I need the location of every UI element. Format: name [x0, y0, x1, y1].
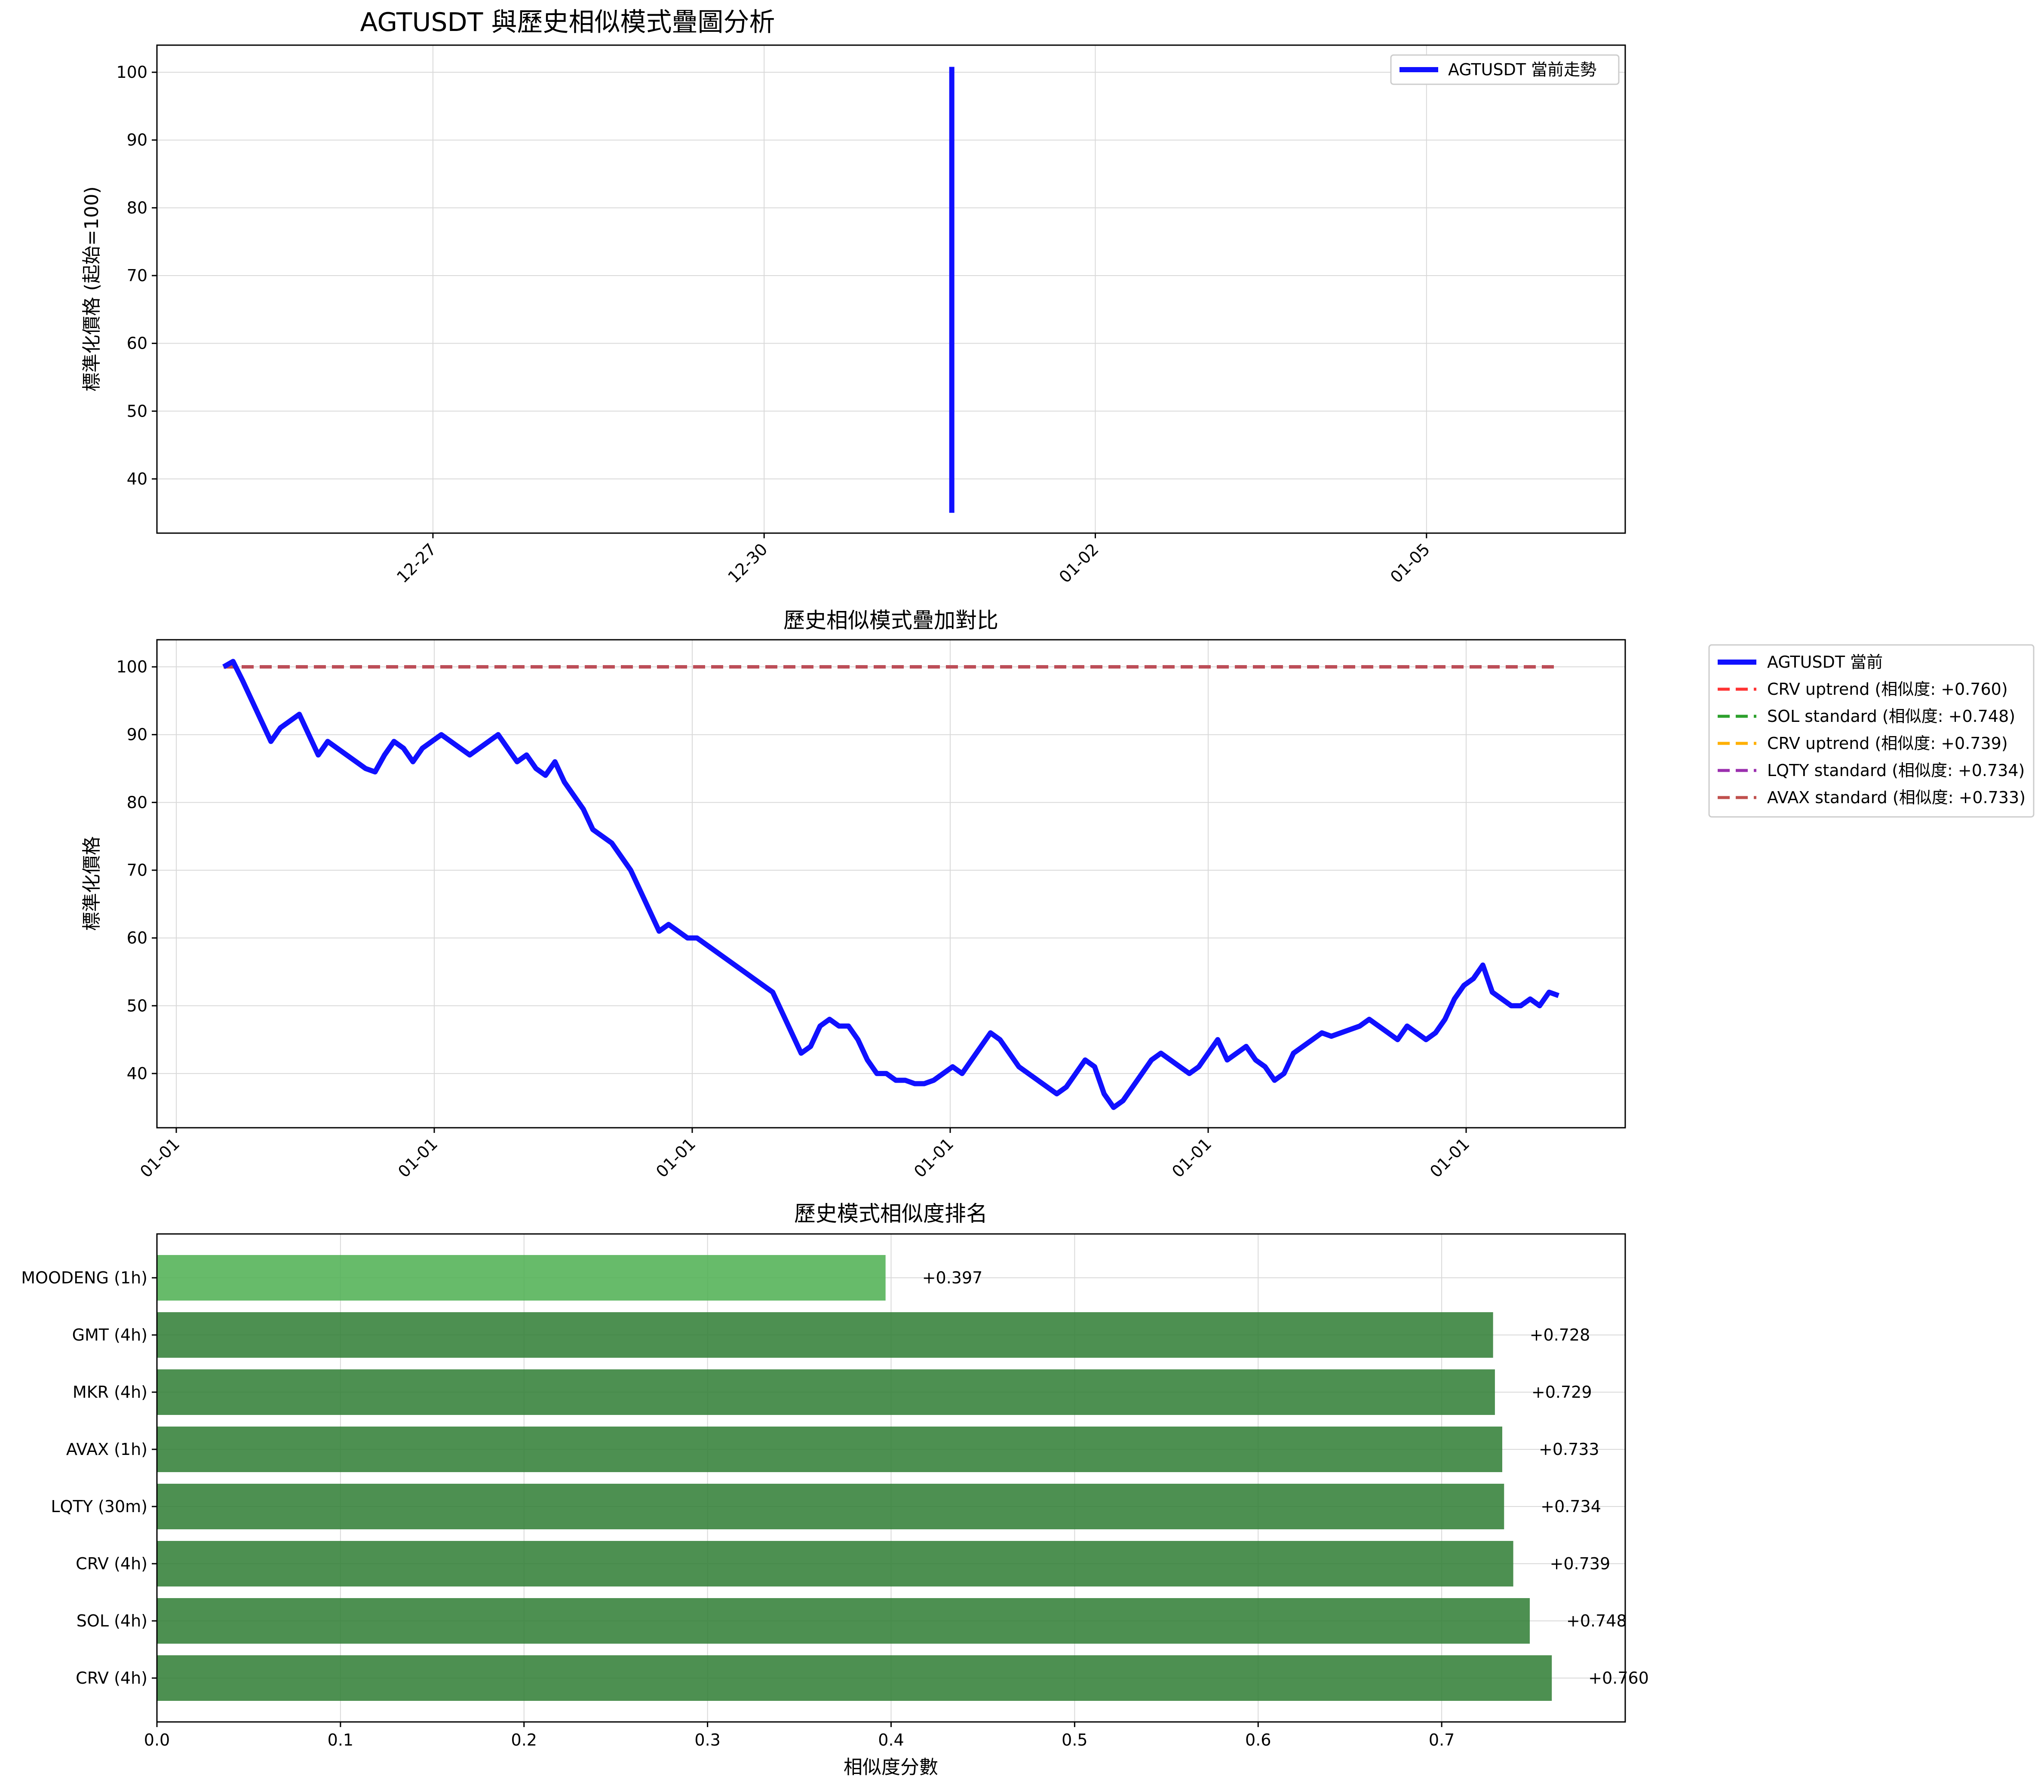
y-tick-label: LQTY (30m)	[51, 1497, 147, 1516]
y-tick-label: 90	[127, 725, 147, 744]
legend-label: AGTUSDT 當前	[1767, 653, 1883, 672]
bar-value-label: +0.729	[1531, 1383, 1592, 1402]
y-tick-label: AVAX (1h)	[66, 1440, 147, 1459]
y-tick-label: 40	[127, 1064, 147, 1083]
panel1-legend-label: AGTUSDT 當前走勢	[1448, 60, 1596, 79]
y-tick-label: SOL (4h)	[77, 1611, 147, 1630]
panel3-grid	[157, 1234, 1625, 1722]
x-tick-label: 0.6	[1245, 1731, 1271, 1749]
y-tick-label: 100	[116, 63, 147, 82]
panel2-grid	[157, 640, 1625, 1128]
x-tick-label: 0.1	[328, 1731, 353, 1749]
x-tick-label: 01-01	[910, 1134, 957, 1181]
panel2-plot-area	[222, 659, 1560, 1110]
panel1-x-ticks: 12-27 12-30 01-02 01-05	[393, 533, 1433, 586]
y-tick-label: 90	[127, 131, 147, 150]
x-tick-label: 01-02	[1056, 540, 1102, 586]
panel1-frame	[156, 44, 1626, 534]
x-tick-label: 0.0	[144, 1731, 170, 1749]
panel2-frame	[156, 639, 1626, 1129]
bar-value-label: +0.733	[1539, 1440, 1599, 1459]
series-agtusdt-current	[222, 659, 1560, 1110]
y-tick-label: 60	[127, 929, 147, 948]
panel3-y-ticks: MOODENG (1h) GMT (4h) MKR (4h) AVAX (1h) LQT…	[21, 1268, 157, 1688]
bar-value-label: +0.739	[1550, 1554, 1611, 1573]
legend-label: CRV uptrend (相似度: +0.739)	[1767, 734, 2008, 753]
panel-current-trend: 40 50 60 70 80 90 100 12-27 12-30 01-02 01-05 標準化…	[81, 44, 1626, 586]
panel-similarity-ranking: 歷史模式相似度排名 +0.397 +0.728 +0.729 +0.733 +0.734…	[21, 1201, 1649, 1778]
x-tick-label: 0.3	[694, 1731, 720, 1749]
bar-value-label: +0.760	[1588, 1669, 1649, 1688]
bar-7	[157, 1598, 1530, 1644]
x-tick-label: 0.4	[878, 1731, 904, 1749]
bar-value-label: +0.728	[1530, 1326, 1590, 1344]
y-tick-label: 100	[116, 657, 147, 676]
legend-label: LQTY standard (相似度: +0.734)	[1767, 761, 2025, 780]
legend-label: SOL standard (相似度: +0.748)	[1767, 707, 2015, 726]
bar-1	[157, 1255, 886, 1301]
bar-5	[157, 1484, 1504, 1529]
panel2-legend-box	[1708, 644, 2035, 818]
x-tick-label: 12-27	[393, 540, 440, 586]
x-tick-label: 01-01	[394, 1134, 441, 1181]
bar-6	[157, 1541, 1513, 1586]
y-tick-label: 80	[127, 793, 147, 812]
bar-value-label: +0.397	[922, 1268, 983, 1287]
x-tick-label: 0.7	[1429, 1731, 1455, 1749]
x-tick-label: 12-30	[724, 540, 771, 586]
panel2-y-axis-label: 標準化價格	[81, 836, 103, 931]
bar-value-label: +0.748	[1566, 1611, 1627, 1630]
y-tick-label: GMT (4h)	[72, 1326, 147, 1344]
legend-label: AVAX standard (相似度: +0.733)	[1767, 788, 2026, 807]
panel1-legend: AGTUSDT 當前走勢	[1390, 54, 1620, 85]
panel3-title: 歷史模式相似度排名	[794, 1201, 988, 1226]
bar-value-label: +0.734	[1541, 1497, 1601, 1516]
bar-8	[157, 1655, 1552, 1701]
panel3-x-ticks: 0.0 0.1 0.2 0.3 0.4 0.5 0.6 0.7	[144, 1722, 1455, 1749]
panel1-y-ticks: 40 50 60 70 80 90 100	[116, 63, 157, 488]
panel1-legend-box	[1390, 54, 1620, 85]
x-tick-label: 0.2	[511, 1731, 537, 1749]
bar-3	[157, 1369, 1495, 1415]
panel1-y-axis-label: 標準化價格 (起始=100)	[81, 186, 103, 391]
y-tick-label: MKR (4h)	[73, 1383, 147, 1402]
y-tick-label: 50	[127, 996, 147, 1015]
y-tick-label: 70	[127, 861, 147, 880]
bar-2	[157, 1312, 1493, 1358]
x-tick-label: 01-01	[652, 1134, 699, 1181]
y-tick-label: MOODENG (1h)	[21, 1268, 147, 1287]
bar-4	[157, 1427, 1502, 1472]
y-tick-label: 60	[127, 334, 147, 353]
panel3-x-axis-label: 相似度分數	[844, 1756, 938, 1778]
panel2-legend: AGTUSDT 當前 CRV uptrend (相似度: +0.760) SOL s…	[1708, 644, 2035, 818]
y-tick-label: CRV (4h)	[76, 1554, 147, 1573]
y-tick-label: 80	[127, 198, 147, 217]
panel3-plot-area: +0.397 +0.728 +0.729 +0.733 +0.734 +0.739 +0.7…	[157, 1255, 1649, 1701]
panel2-x-ticks: 01-01 01-01 01-01 01-01 01-01 01-01	[136, 1128, 1473, 1181]
y-tick-label: CRV (4h)	[76, 1669, 147, 1688]
x-tick-label: 01-01	[1426, 1134, 1473, 1181]
x-tick-label: 01-05	[1387, 540, 1433, 586]
figure-title: AGTUSDT 與歷史相似模式疊圖分析	[360, 7, 775, 37]
y-tick-label: 40	[127, 469, 147, 488]
x-tick-label: 01-01	[136, 1134, 183, 1181]
y-tick-label: 50	[127, 402, 147, 420]
x-tick-label: 01-01	[1168, 1134, 1215, 1181]
panel2-title: 歷史相似模式疊加對比	[783, 608, 998, 633]
legend-label: CRV uptrend (相似度: +0.760)	[1767, 680, 2008, 699]
y-tick-label: 70	[127, 266, 147, 285]
panel1-grid	[157, 45, 1625, 533]
x-tick-label: 0.5	[1062, 1731, 1087, 1749]
panel2-y-ticks: 40 50 60 70 80 90 100	[116, 657, 157, 1083]
